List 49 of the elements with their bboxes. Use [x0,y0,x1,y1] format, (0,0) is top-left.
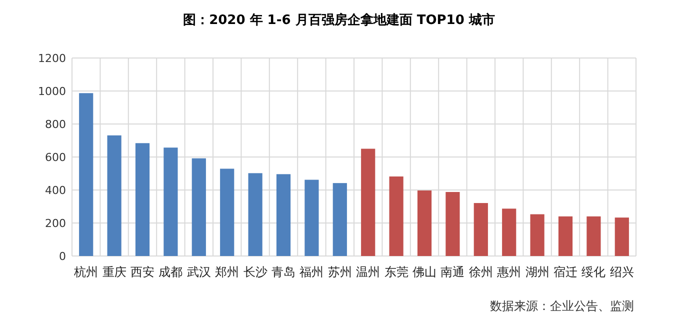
bar [332,183,347,256]
y-tick-label: 200 [45,216,66,230]
x-tick-label: 佛山 [412,265,436,279]
x-tick-label: 苏州 [328,265,352,279]
bar [614,218,629,256]
x-tick-label: 温州 [356,265,380,279]
bar [586,216,601,256]
x-tick-label: 重庆 [102,265,126,279]
bar [417,190,432,256]
x-tick-label: 宿迁 [554,265,578,279]
bar [446,192,460,256]
y-tick-label: 600 [45,150,66,164]
x-tick-label: 徐州 [468,265,493,279]
y-tick-label: 800 [45,118,66,131]
bar [164,148,178,256]
y-tick-label: 1000 [38,84,66,98]
x-tick-label: 绥化 [582,265,606,279]
y-tick-label: 0 [59,250,66,263]
bar [304,180,319,256]
bar [135,143,150,256]
chart-title: 图：2020 年 1-6 月百强房企拿地建面 TOP10 城市 [183,12,495,28]
bar [558,216,573,256]
bar [107,135,122,256]
bar [192,158,206,256]
x-tick-label: 西安 [130,265,154,279]
x-tick-label: 东莞 [384,265,408,279]
x-tick-label: 惠州 [496,265,522,279]
bar [474,203,488,256]
x-tick-label: 成都 [158,265,183,279]
bar [248,173,262,256]
x-tick-label: 青岛 [272,265,296,279]
bar [79,93,94,256]
x-tick-label: 郑州 [215,265,240,279]
x-tick-label: 湖州 [525,265,550,279]
x-tick-label: 福州 [300,265,324,279]
bar [361,148,376,256]
y-tick-label: 400 [45,184,66,197]
bar [389,176,404,256]
x-tick-label: 南通 [440,265,465,279]
x-tick-label: 长沙 [243,265,268,279]
bar [502,208,516,256]
bar [276,174,291,256]
bar [530,214,544,256]
bar [220,168,234,256]
x-tick-label: 绍兴 [610,265,634,279]
x-tick-label: 武汉 [186,265,211,279]
y-tick-label: 1200 [38,52,66,65]
x-tick-label: 杭州 [73,265,98,279]
source-note: 数据来源：企业公告、监测 [490,299,634,313]
